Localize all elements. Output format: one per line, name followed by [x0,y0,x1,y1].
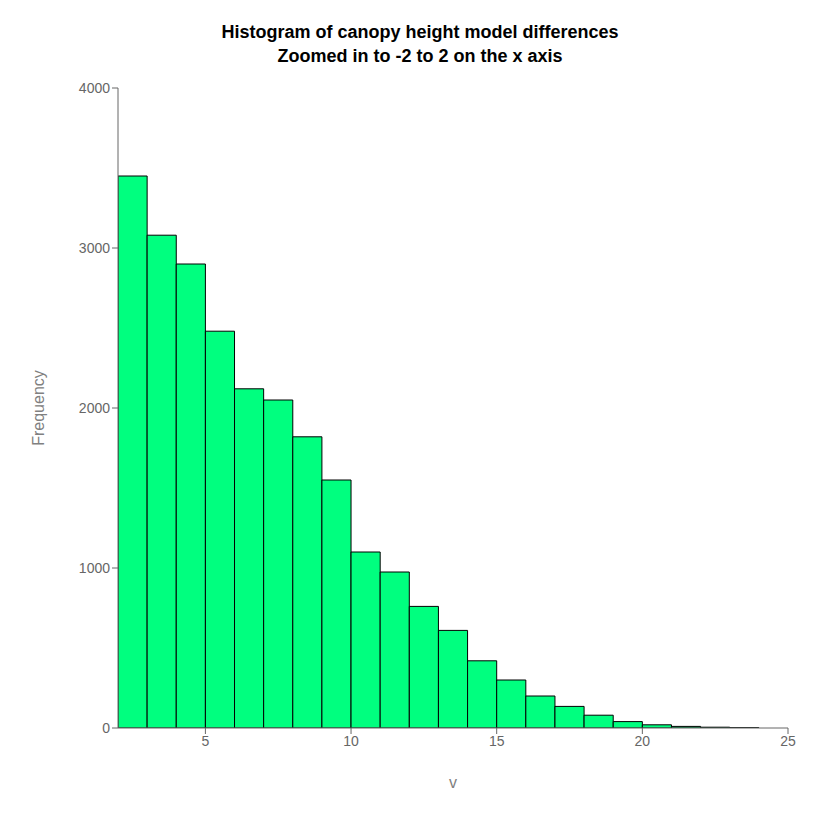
svg-text:20: 20 [635,733,651,749]
svg-text:15: 15 [489,733,505,749]
svg-text:25: 25 [780,733,796,749]
svg-text:v: v [449,774,457,791]
svg-text:4000: 4000 [79,80,110,96]
svg-text:2000: 2000 [79,400,110,416]
svg-text:0: 0 [102,720,110,736]
svg-text:3000: 3000 [79,240,110,256]
svg-text:Frequency: Frequency [30,370,47,446]
svg-text:1000: 1000 [79,560,110,576]
html-text:Zoomed in to -2 to 2 on the x: Zoomed in to -2 to 2 on the x axis [277,46,563,66]
html-text:Histogram of canopy height mod: Histogram of canopy height model differe… [221,22,619,42]
svg-text:10: 10 [343,733,359,749]
svg-text:5: 5 [201,733,209,749]
